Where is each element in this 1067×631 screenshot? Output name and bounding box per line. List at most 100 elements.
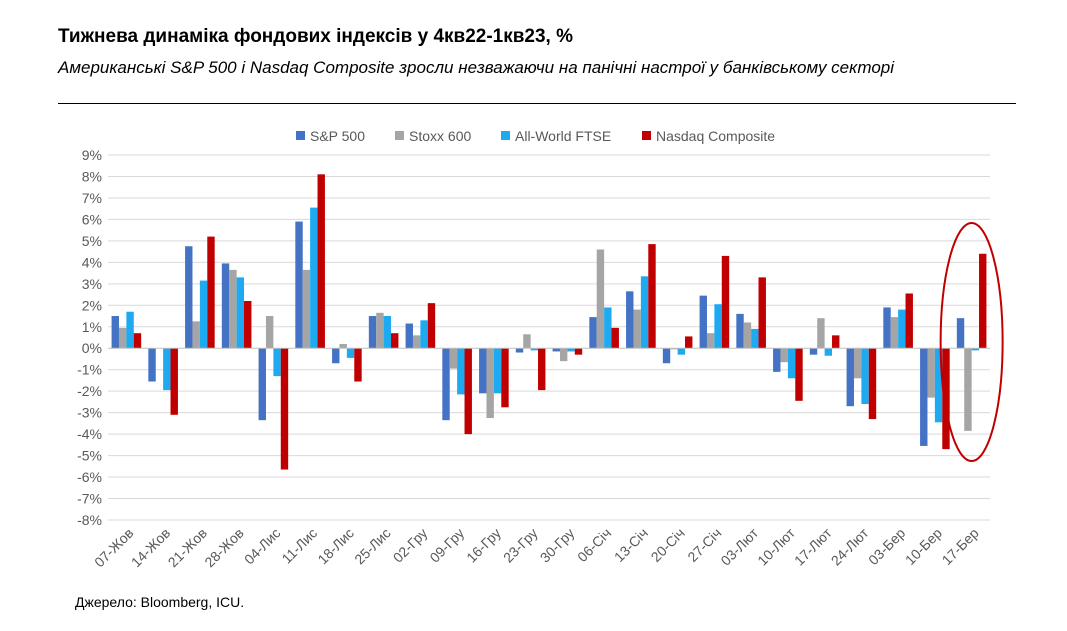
bar-stoxx [780, 348, 788, 363]
bar-stoxx [853, 348, 862, 379]
bar-nasdaq [758, 277, 766, 349]
bar-ftse [530, 348, 539, 351]
y-tick-label: -8% [77, 512, 102, 528]
bar-nasdaq [905, 293, 913, 349]
x-tick-label: 24-Лют [828, 524, 872, 568]
x-tick-label: 03-Бер [865, 525, 908, 568]
bar-stoxx [302, 269, 311, 349]
bar-nasdaq [868, 348, 877, 420]
x-tick-label: 17-Бер [939, 525, 982, 568]
x-tick-label: 07-Жов [91, 525, 136, 570]
bar-stoxx [817, 318, 825, 349]
bar-nasdaq [611, 327, 619, 349]
y-tick-label: 4% [82, 254, 102, 270]
bar-nasdaq [832, 335, 840, 349]
bar-sp500 [956, 318, 965, 349]
bars [111, 174, 987, 470]
bar-sp500 [589, 317, 597, 349]
x-tick-label: 16-Гру [463, 525, 504, 566]
title-divider [58, 103, 1016, 104]
bar-sp500 [185, 246, 193, 349]
y-tick-label: -3% [77, 405, 102, 421]
bar-stoxx [890, 317, 899, 349]
x-tick-label: 28-Жов [201, 525, 246, 570]
bar-sp500 [773, 348, 781, 372]
bar-ftse [604, 307, 612, 349]
bar-nasdaq [501, 348, 509, 408]
bar-ftse [861, 348, 869, 405]
bar-stoxx [376, 312, 384, 349]
bar-stoxx [743, 322, 752, 349]
bar-sp500 [699, 295, 707, 349]
x-tick-label: 09-Гру [426, 525, 467, 566]
x-tick-label: 30-Гру [537, 525, 578, 566]
bar-stoxx [927, 348, 935, 398]
bar-sp500 [442, 348, 450, 421]
chart-title: Тижнева динаміка фондових індексів у 4кв… [58, 26, 574, 47]
bar-stoxx [229, 269, 237, 349]
bar-ftse [898, 309, 906, 349]
bar-stoxx [118, 327, 127, 349]
bar-sp500 [552, 348, 560, 352]
bar-stoxx [706, 333, 715, 349]
bar-sp500 [111, 316, 119, 349]
bar-sp500 [736, 313, 744, 349]
bar-stoxx [412, 335, 421, 349]
bar-sp500 [809, 348, 818, 355]
legend-swatch-ftse [501, 131, 510, 140]
bar-nasdaq [685, 336, 693, 349]
bar-ftse [493, 348, 502, 394]
x-tick-label: 20-Січ [648, 525, 688, 565]
bar-sp500 [368, 316, 377, 349]
y-tick-label: 0% [82, 340, 102, 356]
source-note: Джерело: Bloomberg, ICU. [75, 594, 245, 610]
bar-nasdaq [942, 348, 950, 450]
x-tick-label: 14-Жов [128, 525, 173, 570]
y-tick-label: 8% [82, 168, 102, 184]
bar-ftse [567, 348, 575, 352]
bar-ftse [273, 348, 281, 377]
bar-nasdaq [244, 301, 252, 349]
legend-swatch-nasdaq [642, 131, 651, 140]
y-tick-label: -4% [77, 426, 102, 442]
bar-ftse [383, 316, 392, 349]
bar-stoxx [449, 348, 458, 369]
bar-stoxx [486, 348, 494, 419]
bar-nasdaq [317, 174, 325, 349]
bar-nasdaq [280, 348, 289, 470]
highlight-annotation [939, 222, 1004, 462]
bar-sp500 [626, 291, 634, 349]
bar-nasdaq [170, 348, 178, 415]
bar-ftse [824, 348, 833, 356]
y-tick-label: 3% [82, 276, 102, 292]
bar-stoxx [339, 343, 347, 349]
y-tick-label: -6% [77, 469, 102, 485]
bar-ftse [677, 348, 686, 355]
bar-sp500 [148, 348, 156, 382]
chart-subtitle: Американські S&P 500 і Nasdaq Composite … [58, 58, 895, 77]
bar-nasdaq [464, 348, 472, 435]
bar-sp500 [258, 348, 266, 421]
legend-label-sp500: S&P 500 [310, 128, 365, 144]
x-tick-label: 04-Лис [241, 525, 284, 568]
y-tick-label: 5% [82, 233, 102, 249]
bar-nasdaq [538, 348, 546, 391]
bar-ftse [126, 311, 134, 349]
bar-sp500 [846, 348, 854, 407]
bar-nasdaq [207, 236, 215, 349]
bar-nasdaq [391, 333, 399, 349]
bar-ftse [457, 348, 465, 395]
bar-sp500 [405, 323, 413, 349]
bar-ftse [346, 348, 355, 358]
bar-nasdaq [795, 348, 803, 401]
y-tick-label: 7% [82, 190, 102, 206]
bar-stoxx [265, 316, 274, 349]
bar-stoxx [559, 348, 568, 362]
y-tick-label: 9% [82, 147, 102, 163]
bar-ftse [640, 276, 649, 349]
y-tick-label: 6% [82, 211, 102, 227]
bar-stoxx [964, 348, 972, 431]
x-tick-label: 18-Лис [314, 525, 357, 568]
bar-ftse [236, 277, 245, 349]
